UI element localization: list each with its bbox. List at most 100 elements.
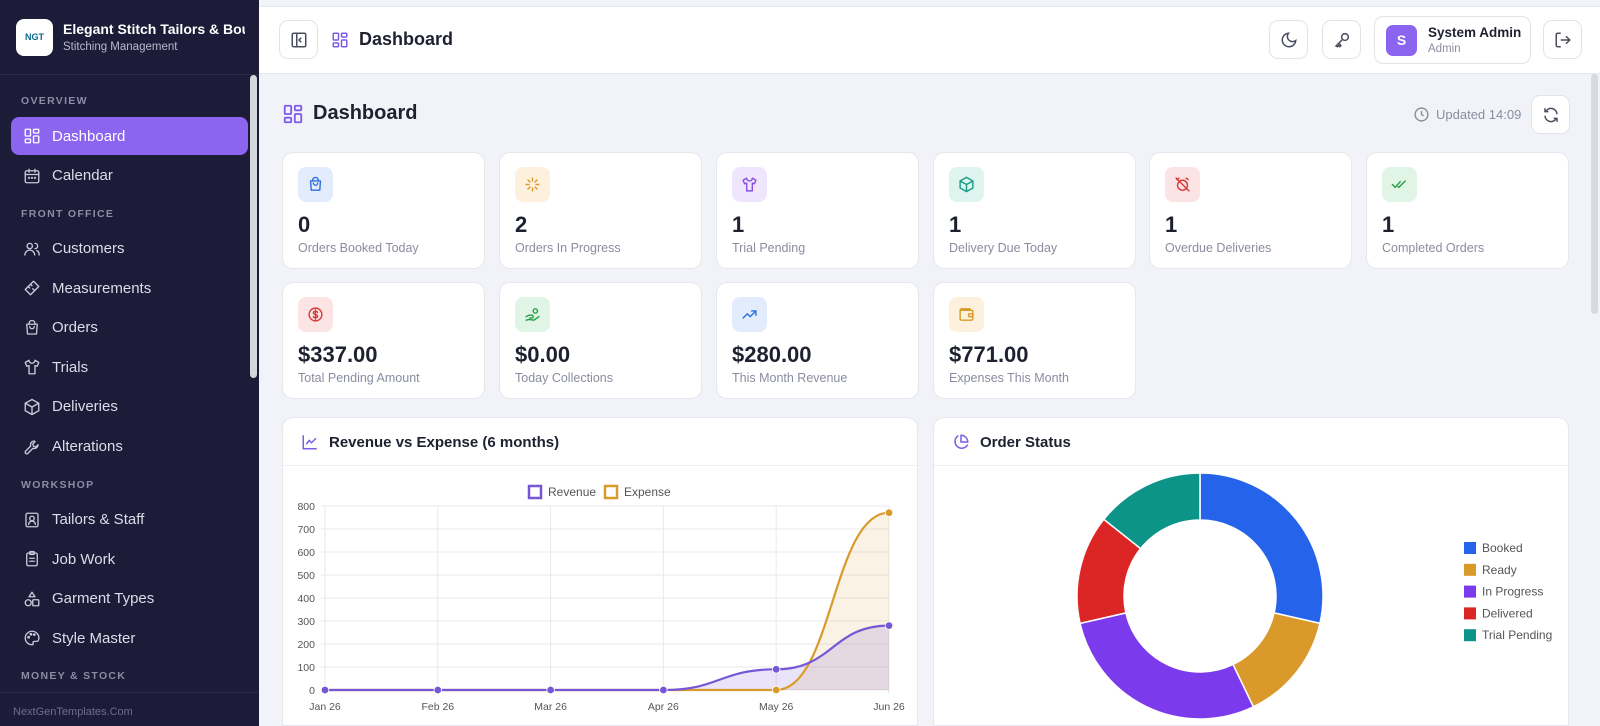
shopping-bag-icon — [26, 319, 38, 335]
x-tick-label: Jun 26 — [873, 701, 905, 713]
stat-icon — [732, 297, 767, 332]
sidebar-toggle-icon — [291, 32, 306, 47]
brand-logo: NGT — [16, 18, 53, 56]
user-menu[interactable]: S System Admin Admin — [1374, 16, 1531, 64]
data-point-revenue — [433, 685, 442, 695]
stat-icon — [949, 297, 984, 332]
sidebar-item-label: Tailors & Staff — [52, 511, 145, 529]
nav-section-label: WORKSHOP — [21, 478, 95, 491]
donut-slice-booked — [1199, 472, 1324, 625]
stat-icon — [1382, 167, 1417, 202]
wallet-icon — [959, 308, 974, 321]
legend-label: Ready — [1482, 563, 1517, 577]
sidebar-item-alterations[interactable]: Alterations — [11, 428, 248, 466]
sidebar-item-label: Alterations — [52, 438, 123, 456]
sidebar-toggle-button[interactable] — [279, 20, 318, 59]
sidebar-scrollbar[interactable] — [250, 75, 257, 378]
sidebar-item-calendar[interactable]: Calendar — [11, 157, 248, 195]
users-icon — [24, 242, 40, 256]
sidebar-item-dashboard[interactable]: Dashboard — [11, 117, 248, 155]
stat-card-orders-booked-today[interactable]: 0 Orders Booked Today — [282, 152, 485, 269]
ruler-icon — [24, 280, 40, 296]
stat-label: Total Pending Amount — [298, 371, 420, 385]
package-icon — [24, 398, 40, 416]
page-title-text: Dashboard — [313, 102, 418, 124]
stat-icon — [515, 167, 550, 202]
y-tick-label: 800 — [297, 501, 315, 513]
sidebar-nav: OVERVIEW Dashboard Calendar FRONT OFFICE Cus… — [0, 75, 259, 682]
dashboard-icon — [24, 128, 40, 144]
logout-button[interactable] — [1543, 20, 1582, 59]
sidebar-item-job-work[interactable]: Job Work — [11, 540, 248, 578]
key-icon — [1334, 32, 1349, 48]
stat-value: 1 — [949, 212, 962, 237]
data-point-revenue — [546, 685, 555, 695]
sidebar: NGT Elegant Stitch Tailors & Boutique St… — [0, 0, 259, 726]
clock-icon — [1414, 107, 1429, 122]
stat-card-orders-in-progress[interactable]: 2 Orders In Progress — [499, 152, 702, 269]
stat-label: Today Collections — [515, 371, 613, 385]
brand[interactable]: NGT Elegant Stitch Tailors & Boutique St… — [0, 0, 259, 75]
sidebar-item-tailors-staff[interactable]: Tailors & Staff — [11, 501, 248, 539]
sidebar-item-trials[interactable]: Trials — [11, 348, 248, 386]
sidebar-item-garment-types[interactable]: Garment Types — [11, 580, 248, 618]
page-scrollbar[interactable] — [1591, 74, 1598, 314]
loader-icon — [525, 177, 540, 192]
sidebar-item-orders[interactable]: Orders — [11, 309, 248, 347]
sidebar-item-customers[interactable]: Customers — [11, 230, 248, 268]
change-password-button[interactable] — [1322, 20, 1361, 59]
check-double-icon — [1391, 180, 1406, 189]
stat-icon — [949, 167, 984, 202]
sidebar-footer: NextGenTemplates.Com — [0, 692, 259, 726]
stat-card-delivery-due-today[interactable]: 1 Delivery Due Today — [933, 152, 1136, 269]
panel-divider — [283, 465, 917, 466]
series-line-expense — [325, 511, 890, 692]
dollar-circle-icon — [308, 307, 323, 322]
stat-label: Delivery Due Today — [949, 241, 1058, 255]
shirt-icon — [742, 177, 757, 192]
revenue-expense-chart: 0 100 200 300 400 500 600 700 800 Jan 26 Feb 26 Mar… — [297, 484, 905, 713]
revenue-chart-panel: Revenue vs Expense (6 months) 0 100 200 300… — [282, 417, 918, 726]
stat-card-total-pending-amount[interactable]: $337.00 Total Pending Amount — [282, 282, 485, 399]
sidebar-item-measurements[interactable]: Measurements — [11, 269, 248, 307]
last-updated-text: Updated 14:09 — [1436, 107, 1522, 122]
stat-card-expenses-this-month[interactable]: $771.00 Expenses This Month — [933, 282, 1136, 399]
stat-card-today-collections[interactable]: $0.00 Today Collections — [499, 282, 702, 399]
data-point-revenue — [659, 685, 668, 695]
stat-label: Orders In Progress — [515, 241, 621, 255]
legend-swatch — [1464, 585, 1476, 598]
stat-card-overdue-deliveries[interactable]: 1 Overdue Deliveries — [1149, 152, 1352, 269]
sidebar-item-style-master[interactable]: Style Master — [11, 619, 248, 657]
stat-label: Overdue Deliveries — [1165, 241, 1272, 255]
stat-icon — [298, 297, 333, 332]
donut-slice-in-progress — [1079, 612, 1255, 720]
series-area-expense — [325, 512, 889, 690]
dashboard-icon — [283, 104, 303, 123]
refresh-icon — [1543, 107, 1558, 122]
avatar: S — [1386, 24, 1417, 56]
sidebar-item-deliveries[interactable]: Deliveries — [11, 388, 248, 426]
pie-chart-icon — [954, 434, 969, 449]
theme-toggle-button[interactable] — [1269, 20, 1308, 59]
stat-card-this-month-revenue[interactable]: $280.00 This Month Revenue — [716, 282, 919, 399]
stat-label: This Month Revenue — [732, 371, 848, 385]
refresh-button[interactable] — [1531, 95, 1570, 134]
stat-card-completed-orders[interactable]: 1 Completed Orders — [1366, 152, 1569, 269]
order-status-chart: Booked Ready In Progress Delivered Trial Pen… — [1076, 472, 1552, 720]
donut-slice-trial-pending — [1102, 472, 1201, 550]
user-name: System Admin — [1428, 25, 1522, 40]
stat-icon — [732, 167, 767, 202]
x-tick-label: Feb 26 — [421, 701, 454, 713]
legend-label: Expense — [624, 485, 671, 499]
y-tick-label: 100 — [297, 662, 315, 674]
legend-swatch — [1464, 629, 1476, 642]
stat-card-trial-pending[interactable]: 1 Trial Pending — [716, 152, 919, 269]
sidebar-item-label: Style Master — [52, 629, 136, 647]
revenue-chart-title: Revenue vs Expense (6 months) — [301, 433, 559, 451]
topbar-title-text: Dashboard — [359, 29, 454, 49]
x-tick-label: Mar 26 — [534, 701, 567, 713]
topbar-title: Dashboard — [331, 29, 453, 50]
legend-label: Delivered — [1482, 606, 1533, 620]
palette-icon — [24, 630, 40, 646]
moon-icon — [1281, 31, 1297, 47]
